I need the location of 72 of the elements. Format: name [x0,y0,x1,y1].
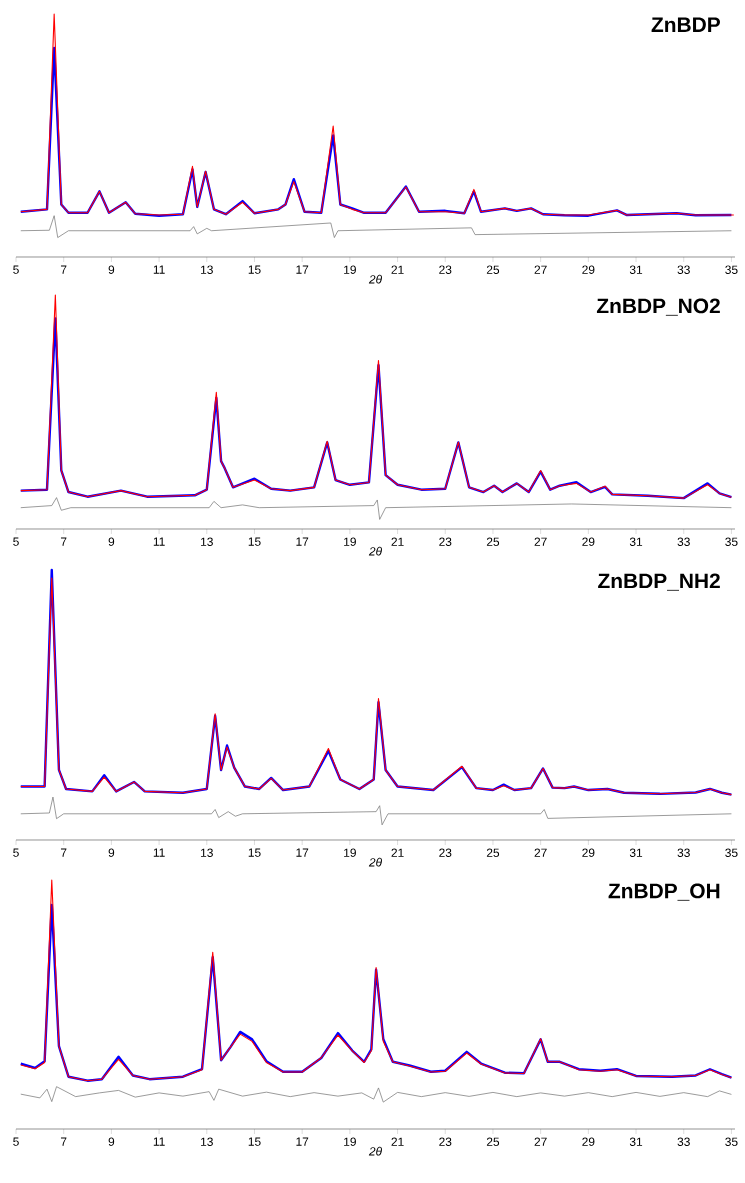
x-tick-label: 19 [344,848,356,857]
x-tick-label: 15 [248,265,261,274]
x-tick-label: 25 [486,848,500,857]
chart-title: ZnBDP_NH2 [598,573,720,591]
x-tick-label: 13 [201,265,213,274]
x-tick-label: 27 [534,265,547,274]
x-tick-label: 29 [582,848,595,857]
x-tick-label: 13 [201,1137,213,1146]
x-tick-label: 27 [534,1137,547,1146]
x-tick-label: 23 [439,265,452,274]
chart-title: ZnBDP_OH [608,883,720,901]
x-tick-label: 33 [677,848,690,857]
x-tick-label: 9 [108,265,115,274]
x-tick-label: 33 [677,1137,690,1146]
x-tick-label: 23 [439,537,452,546]
x-tick-label: 7 [60,537,67,546]
x-tick-label: 31 [629,537,643,546]
x-tick-label: 21 [391,537,404,546]
x-tick-label: 23 [439,848,452,857]
x-tick-label: 15 [248,537,261,546]
x-tick-label: 19 [344,1137,356,1146]
x-tick-label: 35 [725,848,738,857]
x-tick-label: 25 [486,1137,500,1146]
x-tick-label: 5 [13,848,19,857]
x-tick-label: 7 [60,265,67,274]
x-tick-label: 19 [344,537,356,546]
x-tick-label: 17 [296,1137,309,1146]
x-tick-label: 5 [13,537,19,546]
x-axis-title: 2θ [368,546,382,556]
x-tick-label: 21 [391,1137,404,1146]
x-tick-label: 17 [296,537,309,546]
x-tick-label: 35 [725,537,738,546]
x-tick-label: 29 [582,1137,595,1146]
x-tick-label: 7 [60,848,67,857]
x-tick-label: 25 [486,265,500,274]
x-tick-label: 35 [725,265,738,274]
x-tick-label: 9 [108,1137,115,1146]
chart-title: ZnBDP_NO2 [596,298,720,316]
x-tick-label: 27 [534,848,547,857]
x-axis-title: 2θ [368,274,382,284]
x-tick-label: 5 [13,1137,19,1146]
x-tick-label: 25 [486,537,500,546]
x-tick-label: 21 [391,265,404,274]
x-axis-title: 2θ [368,857,382,867]
x-tick-label: 31 [629,848,643,857]
x-tick-label: 31 [629,265,643,274]
chart-title: ZnBDP [651,17,720,32]
x-tick-label: 27 [534,537,547,546]
x-tick-label: 7 [60,1137,67,1146]
x-tick-label: 29 [582,537,595,546]
x-tick-label: 15 [248,1137,261,1146]
x-tick-label: 31 [629,1137,643,1146]
x-tick-label: 35 [725,1137,738,1146]
x-tick-label: 9 [108,848,115,857]
x-tick-label: 29 [582,265,595,274]
x-tick-label: 17 [296,848,309,857]
x-tick-label: 11 [153,265,165,274]
x-tick-label: 11 [153,1137,165,1146]
x-axis-title: 2θ [368,1146,382,1156]
x-tick-label: 9 [108,537,115,546]
x-tick-label: 11 [153,537,165,546]
x-tick-label: 33 [677,537,690,546]
x-tick-label: 19 [344,265,356,274]
x-tick-label: 13 [201,537,213,546]
x-tick-label: 13 [201,848,213,857]
x-tick-label: 17 [296,265,309,274]
x-tick-label: 21 [391,848,404,857]
x-tick-label: 23 [439,1137,452,1146]
x-tick-label: 5 [13,265,19,274]
x-tick-label: 15 [248,848,261,857]
x-tick-label: 11 [153,848,165,857]
x-tick-label: 33 [677,265,690,274]
